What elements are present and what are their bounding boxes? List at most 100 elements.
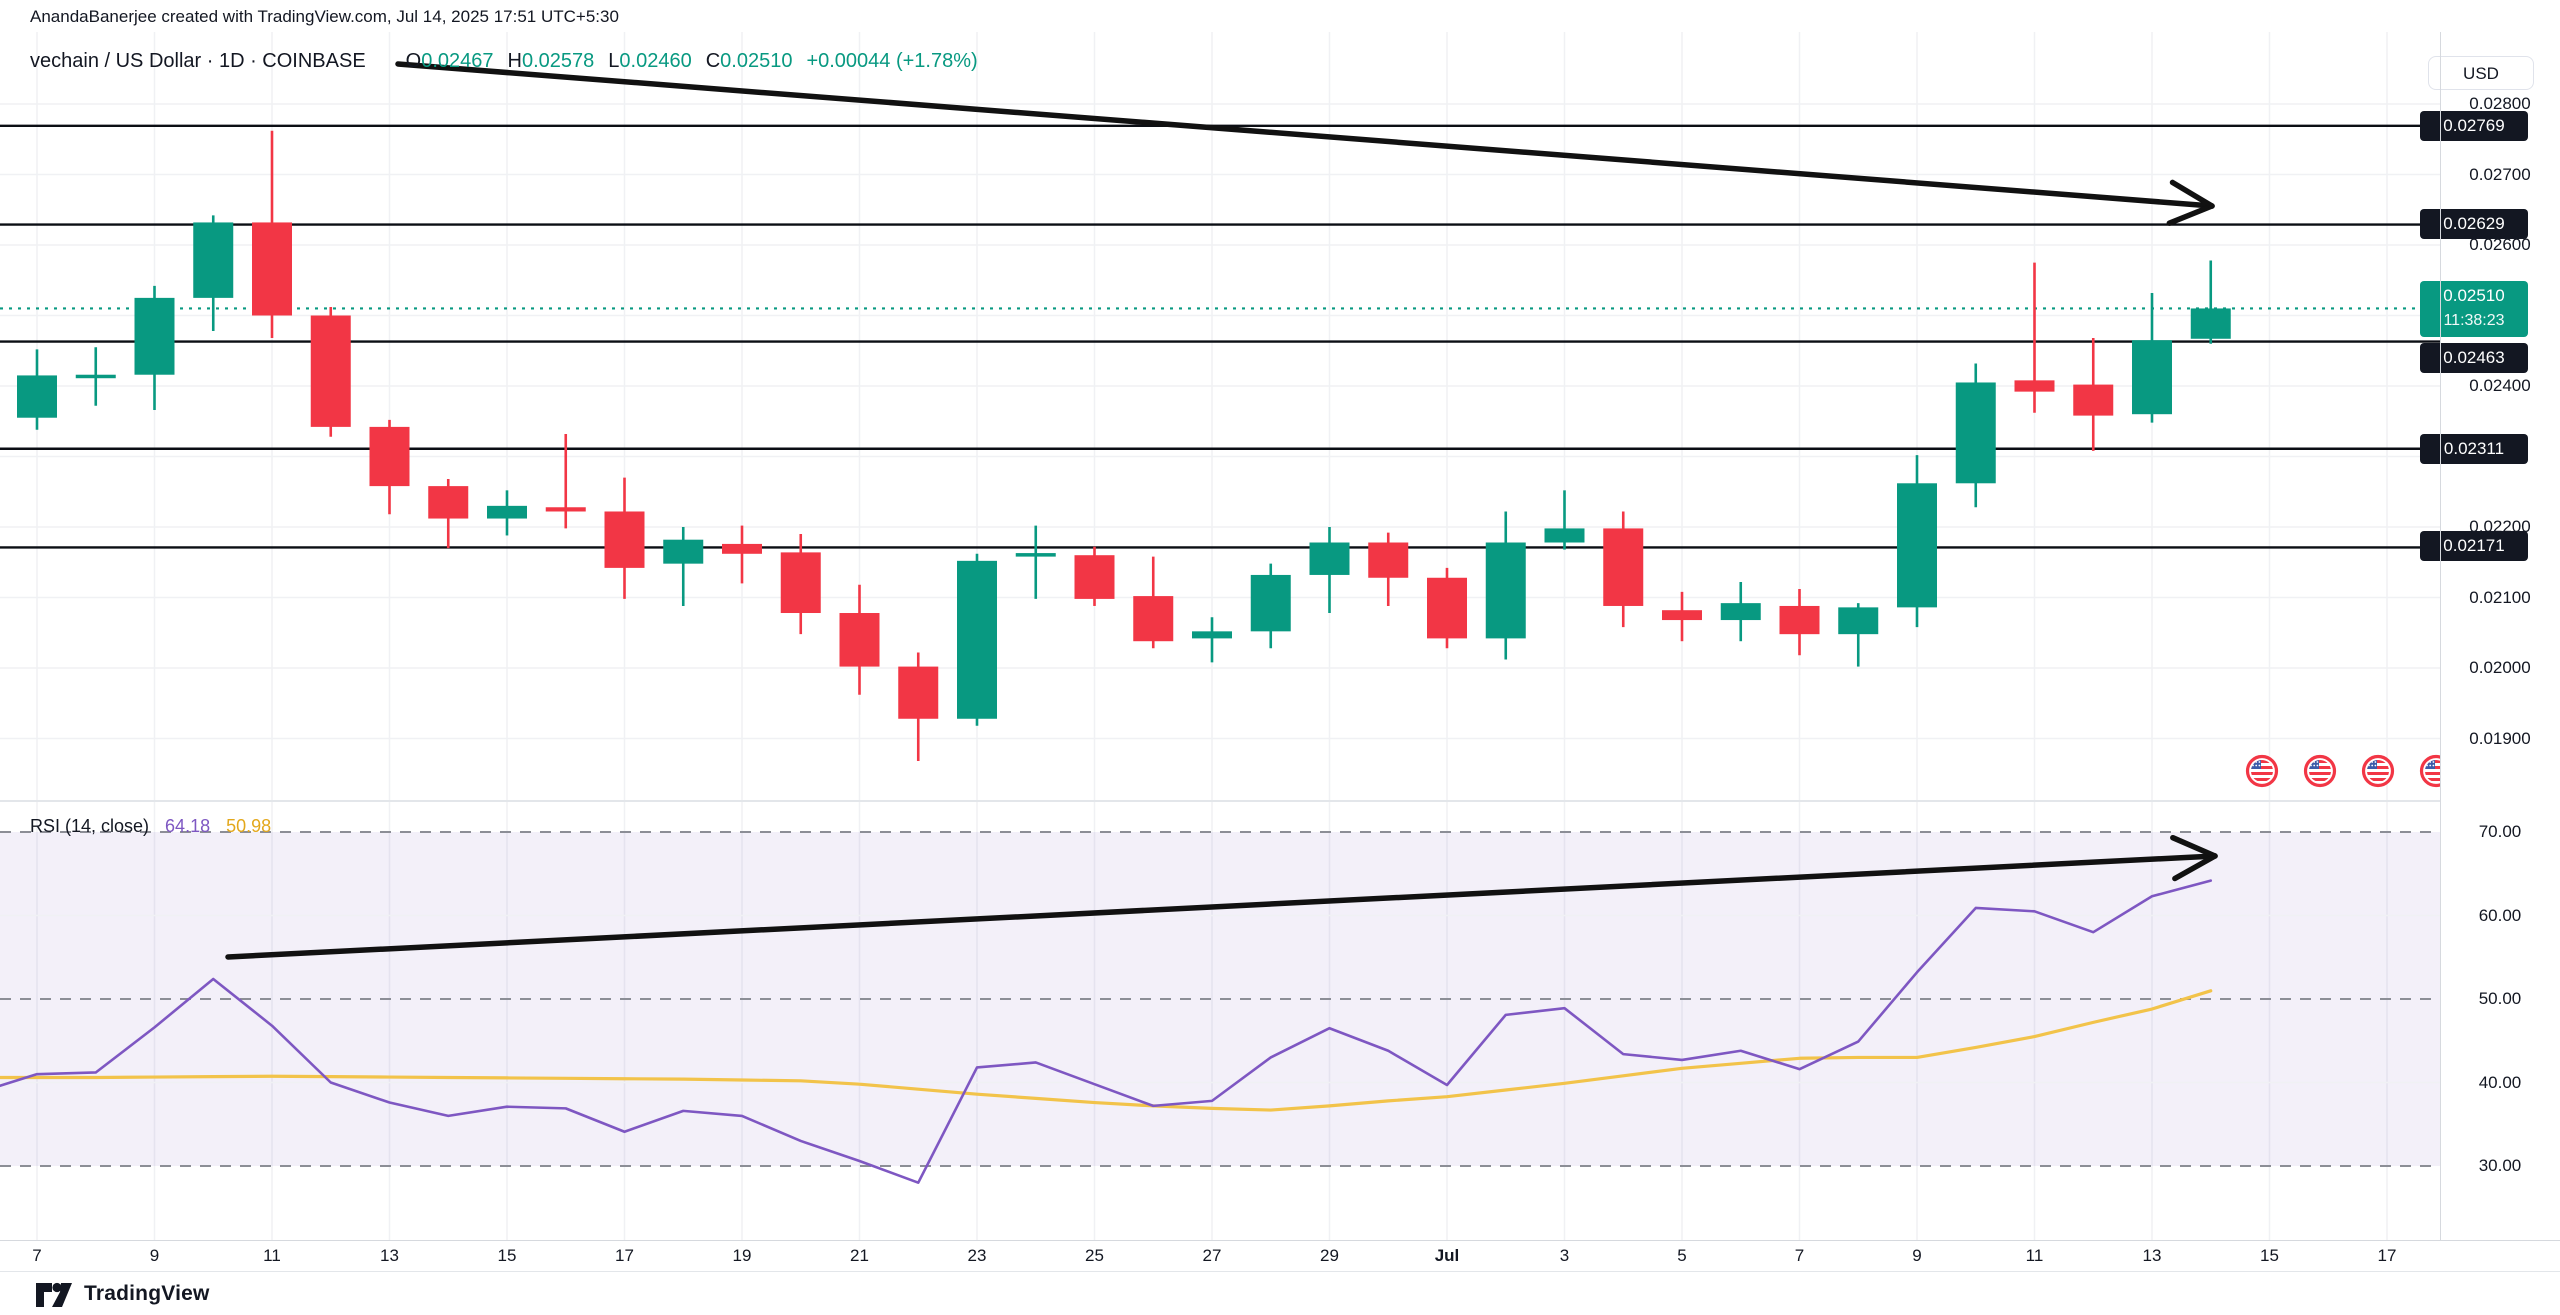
trend-arrow[interactable] — [395, 61, 2215, 226]
ohlc-open-value: 0.02467 — [421, 50, 494, 72]
candle-body — [663, 539, 704, 564]
tradingview-logo[interactable]: TradingView — [34, 1278, 210, 1310]
price-change: +0.00044 (+1.78%) — [806, 50, 978, 72]
rsi-ma-value: 50.98 — [226, 816, 272, 836]
tradingview-logo-icon — [36, 1282, 72, 1307]
candle-body — [780, 552, 821, 614]
price-level-badge: 0.02769 — [2420, 111, 2528, 141]
candle-body — [1897, 483, 1937, 608]
candle-body — [1544, 528, 1585, 543]
time-axis-label: 9 — [1912, 1246, 1922, 1265]
price-level-badge: 0.02629 — [2420, 209, 2528, 239]
time-axis-label: 7 — [32, 1246, 42, 1265]
time-axis-label: 27 — [1202, 1246, 1222, 1265]
candle-body — [1485, 542, 1526, 639]
tradingview-logo-text: TradingView — [84, 1282, 210, 1305]
ohlc-open-label: O — [405, 50, 422, 72]
time-axis-label: 13 — [380, 1246, 399, 1265]
event-flag-icon[interactable] — [2303, 754, 2337, 788]
rsi-indicator-label: RSI (14, close) — [30, 816, 150, 836]
rsi-value: 64.18 — [165, 816, 211, 836]
candle-body — [839, 613, 880, 667]
candle-body — [1955, 382, 1996, 484]
candle-body — [1368, 542, 1409, 578]
candle-body — [1779, 605, 1820, 635]
time-axis-label: 23 — [967, 1246, 987, 1265]
candle-body — [75, 374, 116, 379]
ohlc-close-label: C — [705, 50, 721, 72]
rsi-ma-line — [0, 989, 2213, 1112]
candle-body — [134, 297, 175, 375]
trend-arrow[interactable] — [225, 834, 2218, 960]
price-tick-label: 0.02100 — [2469, 587, 2531, 607]
candle-body — [1603, 528, 1644, 606]
time-axis-label: 29 — [1320, 1246, 1339, 1265]
candle-body — [1074, 555, 1115, 599]
price-axis-border — [2440, 32, 2441, 1240]
current-price-badge: 0.02510 11:38:23 — [2420, 281, 2528, 338]
rsi-tick-label: 70.00 — [2478, 822, 2522, 841]
candles-layer — [17, 130, 2231, 762]
attribution-text: AnandaBanerjee created with TradingView.… — [30, 7, 619, 26]
time-axis-label: 3 — [1559, 1246, 1570, 1265]
candle-body — [369, 426, 410, 487]
symbol-title[interactable]: vechain / US Dollar · 1D · COINBASE — [30, 50, 366, 72]
event-flag-icon[interactable] — [2361, 754, 2395, 788]
time-axis-label: 15 — [2260, 1246, 2279, 1265]
candle-body — [193, 222, 234, 298]
candle-body — [1838, 607, 1879, 635]
price-tick-label: 0.02800 — [2469, 94, 2531, 113]
rsi-tick-label: 40.00 — [2478, 1072, 2522, 1092]
rsi-line — [0, 879, 2213, 1184]
footer-border — [0, 1271, 2560, 1272]
candle-body — [17, 375, 57, 418]
candle-body — [1427, 577, 1467, 639]
time-axis-label: 17 — [2377, 1246, 2397, 1265]
currency-button[interactable]: USD — [2428, 56, 2534, 90]
time-axis-label: 19 — [732, 1246, 752, 1265]
time-axis-label: 17 — [615, 1246, 634, 1265]
pane-divider[interactable] — [0, 800, 2440, 802]
candle-body — [252, 222, 292, 316]
time-axis-label: 25 — [1085, 1246, 1104, 1265]
time-axis-label: 7 — [1794, 1246, 1805, 1265]
rsi-indicator-header[interactable]: RSI (14, close) 64.18 50.98 — [30, 816, 271, 837]
ohlc-close-value: 0.02510 — [720, 50, 793, 72]
candle-body — [898, 666, 939, 719]
candle-body — [1309, 542, 1350, 575]
rsi-tick-label: 60.00 — [2478, 905, 2522, 925]
time-axis-label: 9 — [149, 1246, 160, 1265]
time-axis-border — [0, 1240, 2560, 1241]
price-level-badge: 0.02311 — [2420, 434, 2528, 464]
symbol-header: vechain / US Dollar · 1D · COINBASE O0.02… — [30, 50, 978, 73]
event-flag-icon[interactable] — [2245, 754, 2279, 788]
candle-body — [2132, 340, 2172, 415]
time-axis-label: 13 — [2142, 1246, 2162, 1265]
ohlc-low-value: 0.02460 — [619, 50, 692, 72]
price-tick-label: 0.01900 — [2469, 728, 2531, 748]
candle-body — [1015, 553, 1056, 557]
time-axis-label: 5 — [1677, 1246, 1687, 1265]
price-tick-label: 0.02400 — [2469, 376, 2531, 395]
time-axis-label: Jul — [1434, 1246, 1460, 1265]
ohlc-high-value: 0.02578 — [521, 50, 595, 72]
event-flag-icon[interactable] — [2419, 754, 2451, 788]
candle-body — [428, 486, 469, 519]
current-price-value: 0.02510 — [2443, 286, 2505, 306]
candle-body — [604, 511, 645, 568]
price-tick-label: 0.02600 — [2469, 235, 2531, 254]
price-tick-label: 0.02700 — [2469, 164, 2531, 184]
candle-body — [722, 543, 762, 554]
countdown-timer: 11:38:23 — [2443, 312, 2505, 330]
time-axis-label: 15 — [497, 1246, 517, 1265]
plot-area[interactable] — [0, 32, 2451, 1240]
price-level-badge: 0.02463 — [2420, 343, 2528, 373]
candle-body — [1192, 631, 1232, 639]
candle-body — [2014, 380, 2055, 392]
rsi-tick-label: 30.00 — [2478, 1156, 2522, 1175]
candle-body — [310, 315, 351, 427]
candle-body — [2190, 308, 2231, 339]
ohlc-high-label: H — [507, 50, 522, 72]
